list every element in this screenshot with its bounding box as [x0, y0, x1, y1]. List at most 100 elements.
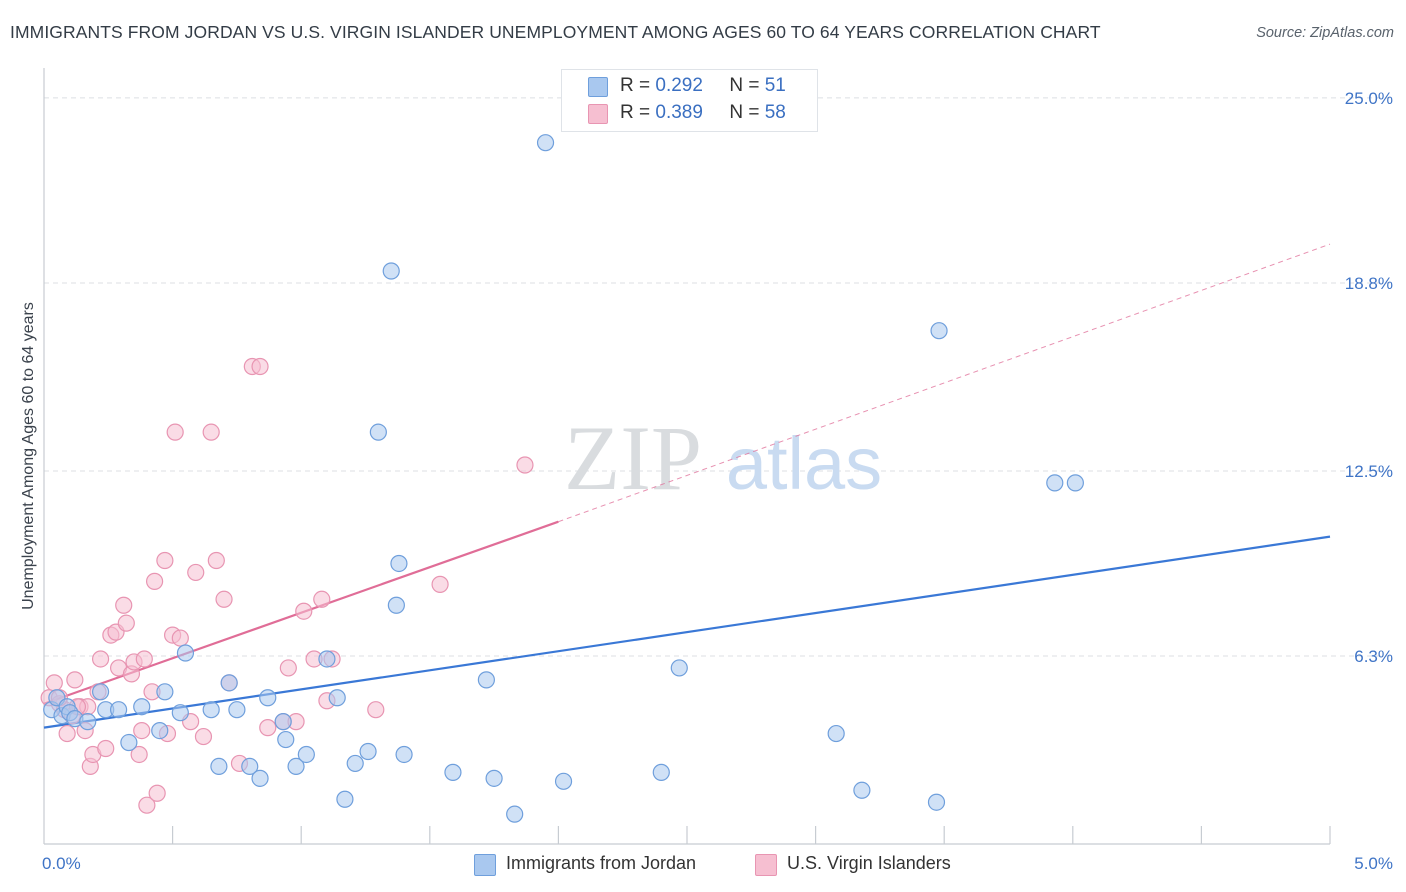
y-tick-label: 18.8%: [1345, 274, 1393, 293]
point-jordan: [382, 262, 400, 280]
point-jordan: [109, 701, 128, 719]
legend-r-label: R =: [620, 75, 651, 96]
point-jordan: [228, 701, 246, 719]
point-jordan: [176, 644, 195, 662]
legend-label-virgin: U.S. Virgin Islanders: [787, 853, 951, 873]
point-virgin: [117, 614, 135, 632]
point-virgin: [171, 629, 189, 647]
point-jordan: [91, 683, 110, 701]
legend-swatch-virgin: [755, 854, 777, 876]
point-jordan: [133, 698, 151, 716]
point-virgin: [135, 650, 153, 668]
point-virgin: [251, 357, 269, 376]
y-tick-label: 12.5%: [1345, 462, 1393, 481]
grid-layer: [44, 97, 1390, 657]
point-virgin: [97, 739, 115, 758]
point-virgin: [145, 572, 164, 590]
point-jordan: [202, 701, 220, 719]
point-jordan: [536, 134, 555, 152]
y-tick-label: 25.0%: [1345, 89, 1393, 108]
point-jordan: [220, 674, 238, 692]
point-virgin: [156, 551, 174, 570]
point-jordan: [287, 757, 305, 776]
legend-swatch-virgin: [588, 104, 608, 124]
legend-n-label: N =: [729, 102, 760, 123]
legend-virgin-n: 58: [764, 102, 786, 123]
x-tick-label: 5.0%: [1354, 854, 1393, 873]
point-virgin: [45, 674, 63, 692]
point-jordan: [318, 650, 336, 668]
point-jordan: [328, 689, 346, 707]
point-virgin: [194, 727, 213, 746]
point-virgin: [516, 456, 534, 474]
legend-swatch-jordan: [474, 854, 496, 876]
legend-swatch-jordan: [588, 77, 608, 97]
point-jordan: [927, 793, 946, 811]
point-virgin: [58, 724, 76, 743]
point-jordan: [251, 769, 269, 787]
point-virgin: [66, 671, 84, 689]
legend-virgin-r: 0.389: [655, 102, 703, 123]
point-jordan: [930, 322, 948, 340]
point-virgin: [202, 423, 220, 441]
point-jordan: [259, 689, 277, 707]
point-jordan: [485, 769, 503, 787]
trend-line-jordan: [43, 535, 1331, 729]
point-jordan: [241, 757, 259, 776]
point-jordan: [1066, 474, 1084, 492]
point-virgin: [259, 719, 277, 737]
point-virgin: [295, 602, 313, 620]
correlation-legend: R = 0.292 N = 51 R = 0.389 N = 58: [561, 69, 818, 132]
point-virgin: [166, 423, 184, 441]
point-jordan: [506, 805, 524, 823]
point-virgin: [313, 590, 331, 608]
point-jordan: [390, 554, 408, 573]
point-jordan: [827, 724, 845, 743]
point-jordan: [359, 742, 377, 761]
point-jordan: [210, 757, 228, 776]
trend-extension-virgin: [558, 243, 1331, 523]
point-jordan: [297, 745, 315, 764]
point-virgin: [115, 596, 133, 614]
point-virgin: [91, 650, 110, 668]
point-virgin: [215, 590, 233, 608]
point-jordan: [346, 754, 364, 773]
point-jordan: [477, 671, 495, 689]
chart-title: IMMIGRANTS FROM JORDAN VS U.S. VIRGIN IS…: [10, 22, 1101, 42]
point-virgin: [130, 745, 148, 764]
point-jordan: [336, 790, 354, 808]
y-tick-label: 6.3%: [1354, 647, 1393, 666]
point-jordan: [79, 713, 97, 731]
point-virgin: [148, 784, 166, 802]
point-virgin: [207, 551, 225, 570]
point-jordan: [120, 733, 138, 752]
point-virgin: [431, 575, 449, 593]
point-jordan: [1046, 474, 1064, 492]
point-jordan: [395, 745, 413, 764]
point-jordan: [369, 423, 387, 441]
point-jordan: [670, 659, 688, 677]
point-jordan: [171, 704, 189, 722]
legend-label-jordan: Immigrants from Jordan: [506, 853, 697, 873]
points-layer: [40, 134, 1084, 823]
axis-layer: [43, 68, 1331, 845]
point-virgin: [138, 796, 156, 814]
x-tick-label: 0.0%: [42, 854, 81, 873]
legend-r-label: R =: [620, 102, 651, 123]
legend-jordan-r: 0.292: [655, 75, 703, 96]
legend-n-label: N =: [729, 75, 760, 96]
chart-source: Source: ZipAtlas.com: [1256, 25, 1394, 41]
point-virgin: [367, 701, 385, 719]
point-jordan: [444, 763, 462, 781]
point-jordan: [274, 713, 292, 731]
point-jordan: [151, 721, 169, 740]
point-jordan: [652, 763, 670, 781]
tick-label-layer: 6.3% 12.5% 18.8% 25.0% 0.0% 5.0%: [42, 89, 1393, 873]
point-virgin: [187, 563, 205, 582]
watermark-atlas: atlas: [726, 422, 882, 505]
point-jordan: [156, 683, 174, 701]
series-legend: Immigrants from Jordan U.S. Virgin Islan…: [0, 852, 1406, 878]
watermark-zip: ZIP: [564, 407, 702, 509]
point-jordan: [554, 772, 573, 790]
point-jordan: [277, 730, 295, 749]
